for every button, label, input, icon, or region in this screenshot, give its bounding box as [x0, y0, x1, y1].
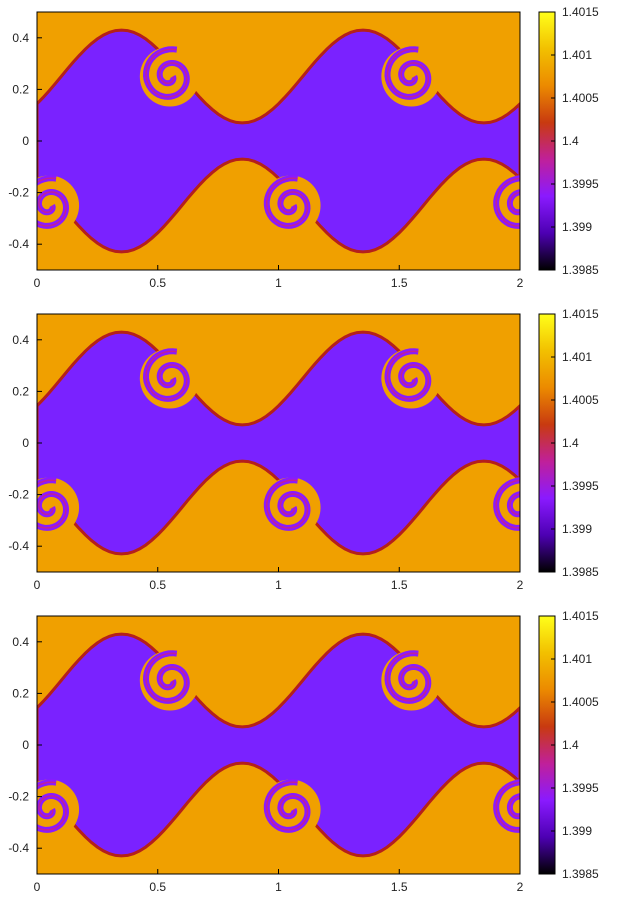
y-tick-label: 0	[22, 436, 29, 450]
colorbar-tick-label: 1.4005	[562, 695, 599, 709]
y-tick-label: 0.4	[12, 31, 29, 45]
vortex-spiral	[490, 175, 520, 236]
heatmap-svg: 0 0.5 1 1.5 2 0.4 0.2 0 -0.2 -0.4 1.4015 1.401 1.400…	[8, 609, 599, 894]
colorbar-tick-label: 1.3985	[562, 263, 599, 277]
y-tick-label: -0.4	[8, 539, 29, 553]
colorbar-tick-label: 1.3985	[562, 867, 599, 881]
y-tick-label: -0.2	[8, 488, 29, 502]
vortex-spiral	[260, 477, 321, 538]
heatmap-panel-3: 0 0.5 1 1.5 2 0.4 0.2 0 -0.2 -0.4 1.4015 1.401 1.400…	[0, 604, 617, 904]
vortex-spiral	[490, 779, 520, 840]
x-tick-label: 0.5	[149, 276, 166, 290]
vortex-spiral	[381, 348, 442, 409]
x-tick-label: 1	[275, 578, 282, 592]
x-tick-label: 1.5	[391, 880, 408, 894]
heatmap-field	[37, 616, 520, 874]
y-tick-label: 0.2	[12, 384, 29, 398]
vortex-spiral	[490, 477, 520, 538]
colorbar-tick-label: 1.3985	[562, 565, 599, 579]
colorbar-tick-label: 1.399	[562, 220, 592, 234]
y-tick-label: 0.2	[12, 82, 29, 96]
vortex-spiral	[139, 46, 200, 107]
x-tick-label: 0	[34, 578, 41, 592]
x-tick-label: 0	[34, 276, 41, 290]
colorbar-tick-label: 1.4015	[562, 5, 599, 19]
colorbar-tick-label: 1.4	[562, 738, 579, 752]
x-tick-label: 0	[34, 880, 41, 894]
vortex-spiral	[260, 175, 321, 236]
x-tick-label: 1	[275, 880, 282, 894]
heatmap-svg: 0 0.5 1 1.5 2 0.4 0.2 0 -0.2 -0.4 1.4015 1.401 1.400…	[8, 5, 599, 290]
colorbar-tick-label: 1.4005	[562, 91, 599, 105]
vortex-spiral	[139, 650, 200, 711]
x-tick-label: 1	[275, 276, 282, 290]
x-tick-label: 2	[517, 276, 524, 290]
vortex-spiral	[37, 779, 80, 840]
x-tick-label: 2	[517, 880, 524, 894]
y-tick-label: -0.2	[8, 790, 29, 804]
y-tick-label: -0.4	[8, 841, 29, 855]
colorbar-tick-label: 1.4005	[562, 393, 599, 407]
vortex-spiral	[37, 477, 80, 538]
heatmap-field	[37, 12, 520, 270]
y-tick-label: -0.4	[8, 237, 29, 251]
colorbar-tick-label: 1.401	[562, 652, 592, 666]
heatmap-svg: 0 0.5 1 1.5 2 0.4 0.2 0 -0.2 -0.4 1.4015 1.401 1.400…	[8, 307, 599, 592]
x-tick-label: 0.5	[149, 578, 166, 592]
vortex-spiral	[381, 650, 442, 711]
colorbar-tick-label: 1.4	[562, 436, 579, 450]
colorbar-tick-label: 1.401	[562, 350, 592, 364]
y-tick-label: -0.2	[8, 186, 29, 200]
x-tick-label: 1.5	[391, 276, 408, 290]
colorbar-tick-label: 1.3995	[562, 781, 599, 795]
y-tick-label: 0.2	[12, 686, 29, 700]
vortex-spiral	[381, 46, 442, 107]
x-tick-label: 0.5	[149, 880, 166, 894]
colorbar-tick-label: 1.4	[562, 134, 579, 148]
y-tick-label: 0	[22, 134, 29, 148]
y-tick-label: 0.4	[12, 333, 29, 347]
colorbar-tick-label: 1.4015	[562, 609, 599, 623]
x-tick-label: 2	[517, 578, 524, 592]
vortex-spiral	[139, 348, 200, 409]
colorbar-tick-label: 1.3995	[562, 177, 599, 191]
vortex-spiral	[37, 175, 80, 236]
y-tick-label: 0	[22, 738, 29, 752]
x-tick-label: 1.5	[391, 578, 408, 592]
colorbar-tick-label: 1.399	[562, 824, 592, 838]
y-tick-label: 0.4	[12, 635, 29, 649]
colorbar-tick-label: 1.4015	[562, 307, 599, 321]
vortex-spiral	[260, 779, 321, 840]
heatmap-panel-1: 0 0.5 1 1.5 2 0.4 0.2 0 -0.2 -0.4 1.4015 1.401 1.400…	[0, 0, 617, 300]
heatmap-field	[37, 314, 520, 572]
heatmap-panel-2: 0 0.5 1 1.5 2 0.4 0.2 0 -0.2 -0.4 1.4015 1.401 1.400…	[0, 302, 617, 602]
colorbar-tick-label: 1.3995	[562, 479, 599, 493]
colorbar-tick-label: 1.399	[562, 522, 592, 536]
colorbar-tick-label: 1.401	[562, 48, 592, 62]
